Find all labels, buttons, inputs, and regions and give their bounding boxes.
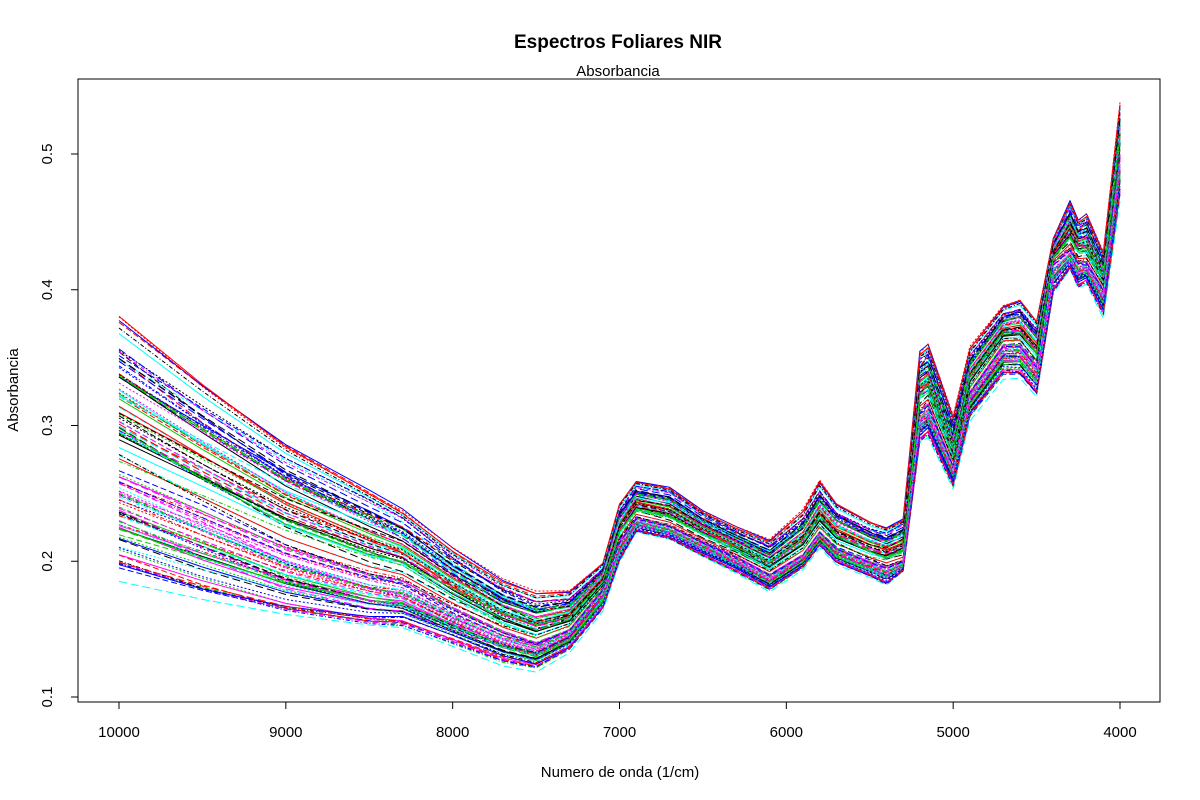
- spectrum-line: [118, 188, 1121, 666]
- spectrum-line: [118, 113, 1121, 603]
- spectrum-line: [118, 129, 1121, 619]
- spectrum-line: [118, 180, 1121, 660]
- spectrum-line: [118, 118, 1121, 608]
- spectrum-line: [118, 104, 1121, 595]
- spectrum-line: [118, 129, 1121, 619]
- y-tick-label: 0.5: [39, 144, 56, 165]
- y-axis: 0.1 0.2 0.3 0.4 0.5: [39, 144, 79, 708]
- chart-title: Espectros Foliares NIR: [514, 32, 722, 53]
- spectrum-line: [118, 134, 1121, 624]
- spectrum-line: [118, 136, 1121, 626]
- spectrum-line: [118, 186, 1121, 664]
- spectrum-line: [118, 109, 1121, 599]
- spectrum-line: [118, 194, 1121, 669]
- spectrum-line: [118, 107, 1121, 597]
- y-tick-label: 0.1: [39, 687, 56, 708]
- spectrum-line: [118, 188, 1121, 665]
- x-tick-label: 6000: [770, 724, 803, 741]
- spectrum-line: [118, 201, 1121, 673]
- spectrum-line: [118, 172, 1121, 655]
- spectrum-line: [118, 124, 1121, 614]
- spectrum-line: [118, 113, 1121, 603]
- y-tick-label: 0.3: [39, 415, 56, 436]
- x-axis-label: Numero de onda (1/cm): [541, 764, 699, 781]
- spectrum-line: [118, 185, 1121, 664]
- spectrum-line: [118, 181, 1121, 661]
- spectrum-line: [118, 118, 1121, 608]
- spectrum-line: [118, 128, 1121, 618]
- spectrum-line: [118, 168, 1121, 653]
- spectrum-line: [118, 135, 1121, 625]
- spectrum-line: [118, 132, 1121, 622]
- y-axis-label: Absorbancia: [5, 348, 22, 432]
- series-layer: [118, 102, 1121, 673]
- chart-subtitle: Absorbancia: [576, 63, 660, 80]
- spectrum-line: [118, 120, 1121, 611]
- x-tick-label: 8000: [436, 724, 469, 741]
- spectrum-line: [118, 158, 1121, 646]
- spectrum-line: [118, 167, 1121, 652]
- spectrum-line: [118, 191, 1121, 667]
- spectrum-line: [118, 146, 1121, 636]
- x-tick-label: 9000: [269, 724, 302, 741]
- spectrum-line: [118, 137, 1121, 627]
- spectrum-line: [118, 192, 1121, 668]
- spectrum-line: [118, 193, 1121, 668]
- spectrum-line: [118, 172, 1121, 655]
- spectrum-line: [118, 169, 1121, 653]
- y-tick-label: 0.4: [39, 279, 56, 300]
- spectrum-line: [118, 186, 1121, 664]
- x-tick-label: 4000: [1103, 724, 1136, 741]
- y-tick-label: 0.2: [39, 551, 56, 572]
- x-tick-label: 10000: [98, 724, 140, 741]
- x-tick-label: 5000: [936, 724, 969, 741]
- spectrum-line: [118, 155, 1121, 645]
- plot-frame: [77, 78, 1161, 703]
- spectrum-line: [118, 149, 1121, 639]
- spectrum-line: [118, 181, 1121, 661]
- x-axis: 10000 9000 8000 7000 6000 5000 4000: [98, 701, 1137, 741]
- x-tick-label: 7000: [603, 724, 636, 741]
- spectrum-line: [118, 153, 1121, 643]
